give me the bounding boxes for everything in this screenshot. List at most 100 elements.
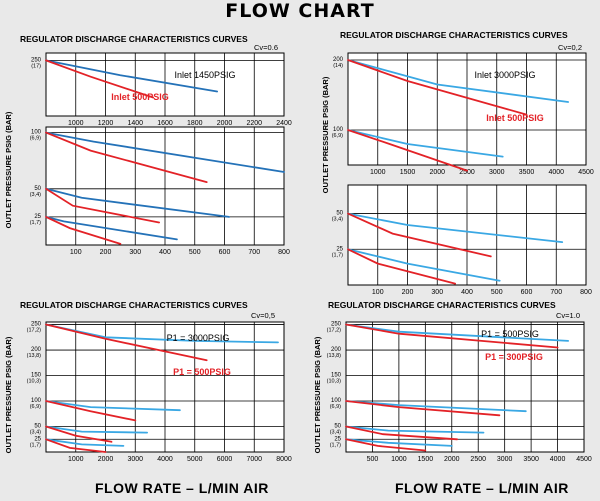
y-tick-sublabel: (3,4) (30, 192, 41, 198)
x-tick-label: 2200 (246, 120, 262, 127)
x-tick-label: 5000 (187, 456, 203, 463)
series-line (347, 129, 468, 172)
x-tick-label: 1200 (98, 120, 114, 127)
y-tick-label: 50 (34, 186, 41, 192)
y-tick-label: 250 (331, 322, 342, 328)
series-line (347, 59, 528, 116)
series-line (45, 438, 107, 453)
x-tick-label: 600 (219, 249, 231, 256)
x-tick-label: 1800 (187, 120, 203, 127)
x-tick-label: 3500 (523, 456, 539, 463)
x-tick-label: 3000 (489, 169, 505, 176)
x-tick-label: 4500 (576, 456, 592, 463)
y-tick-label: 100 (31, 130, 42, 136)
x-tick-label: 2000 (429, 169, 445, 176)
x-tick-label: 500 (367, 456, 379, 463)
x-tick-label: 2000 (444, 456, 460, 463)
legend-label: Inlet 3000PSIG (474, 70, 535, 80)
legend-label: P1 = 500PSIG (481, 329, 539, 339)
panel-0: 500 1000 1500 2000 2500 3000 3500 4000 4500250(1… (327, 321, 592, 463)
y-tick-label: 200 (333, 57, 344, 63)
series-line (345, 438, 453, 447)
series-line (347, 212, 492, 258)
series-line (45, 59, 154, 99)
chart-title: REGULATOR DISCHARGE CHARACTERISTICS CURV… (20, 300, 248, 310)
y-tick-sublabel: (6,9) (332, 133, 343, 139)
y-tick-label: 100 (31, 398, 42, 404)
legend-label: Inlet 1450PSIG (174, 70, 235, 80)
chart-cv06: REGULATOR DISCHARGE CHARACTERISTICS CURV… (4, 34, 292, 256)
series-line (347, 129, 504, 158)
y-tick-label: 150 (31, 373, 42, 379)
series-line (347, 59, 569, 103)
y-axis-label: OUTLET PRESSURE PSIG (BAR) (4, 336, 13, 453)
legend-label: P1 = 300PSIG (485, 352, 543, 362)
x-tick-label: 4000 (157, 456, 173, 463)
cv-label: Cv=1.0 (556, 311, 580, 320)
y-axis-label: OUTLET PRESSURE PSIG (BAR) (321, 76, 330, 193)
x-tick-label: 100 (372, 289, 384, 296)
y-tick-sublabel: (3,4) (330, 430, 341, 436)
series-line (45, 187, 160, 224)
y-tick-label: 250 (31, 57, 42, 63)
series-line (45, 400, 137, 422)
series-line (345, 400, 501, 417)
series-line (45, 438, 125, 447)
x-tick-label: 4000 (548, 169, 564, 176)
series-line (45, 131, 208, 183)
y-tick-sublabel: (10,3) (327, 379, 342, 385)
x-tick-label: 1000 (68, 120, 84, 127)
series-line (347, 212, 564, 243)
panel-0: 1000 2000 3000 4000 5000 6000 7000 8000 250(17,2… (27, 321, 292, 463)
series-line (45, 216, 178, 241)
series-line (45, 187, 230, 218)
panel-0: 1000 1500 2000 2500 3000 3500 4000 4500 200(14) 1… (332, 52, 594, 176)
series-line (347, 248, 501, 282)
legend-label: Inlet 500PSIG (486, 113, 544, 123)
x-tick-label: 500 (491, 289, 503, 296)
series-line (45, 425, 148, 434)
x-tick-label: 800 (580, 289, 592, 296)
series-line (45, 216, 122, 245)
y-tick-label: 25 (34, 214, 41, 220)
x-tick-label: 1400 (127, 120, 143, 127)
x-tick-label: 700 (248, 249, 260, 256)
y-tick-label: 250 (31, 322, 42, 328)
legend-label: P1 = 3000PSIG (167, 333, 230, 343)
x-tick-label: 500 (189, 249, 201, 256)
x-tick-label: 7000 (246, 456, 262, 463)
x-tick-label: 8000 (276, 456, 292, 463)
y-tick-sublabel: (17) (31, 63, 41, 69)
x-tick-label: 4000 (550, 456, 566, 463)
page-title: FLOW CHART (225, 0, 375, 22)
y-tick-label: 25 (336, 246, 343, 252)
x-tick-label: 1500 (400, 169, 416, 176)
y-tick-sublabel: (3,4) (332, 217, 343, 223)
series-line (345, 425, 458, 441)
y-tick-label: 200 (331, 347, 342, 353)
panel-1: 100 200 300 400 500 600 700 800100(6,9)50(3,4)2… (30, 126, 290, 256)
series-line (347, 248, 456, 285)
x-tick-label: 3000 (127, 456, 143, 463)
x-tick-label: 2000 (98, 456, 114, 463)
y-tick-label: 50 (34, 424, 41, 430)
series-line (45, 59, 218, 93)
chart-title: REGULATOR DISCHARGE CHARACTERISTICS CURV… (328, 300, 556, 310)
footer-xlabel-right: FLOW RATE – L/MIN AIR (395, 480, 569, 496)
x-tick-label: 3500 (519, 169, 535, 176)
x-tick-label: 2000 (217, 120, 233, 127)
x-tick-label: 1000 (391, 456, 407, 463)
x-tick-label: 300 (431, 289, 443, 296)
chart-cv10: REGULATOR DISCHARGE CHARACTERISTICS CURV… (313, 300, 592, 463)
y-tick-sublabel: (3,4) (30, 430, 41, 436)
x-tick-label: 4500 (578, 169, 594, 176)
x-tick-label: 1000 (370, 169, 386, 176)
x-tick-label: 1600 (157, 120, 173, 127)
series-line (345, 323, 559, 349)
x-tick-label: 1500 (418, 456, 434, 463)
x-tick-label: 3000 (497, 456, 513, 463)
y-tick-sublabel: (10,3) (27, 379, 42, 385)
y-tick-sublabel: (6,9) (30, 404, 41, 410)
x-tick-label: 1000 (68, 456, 84, 463)
series-line (45, 400, 181, 412)
